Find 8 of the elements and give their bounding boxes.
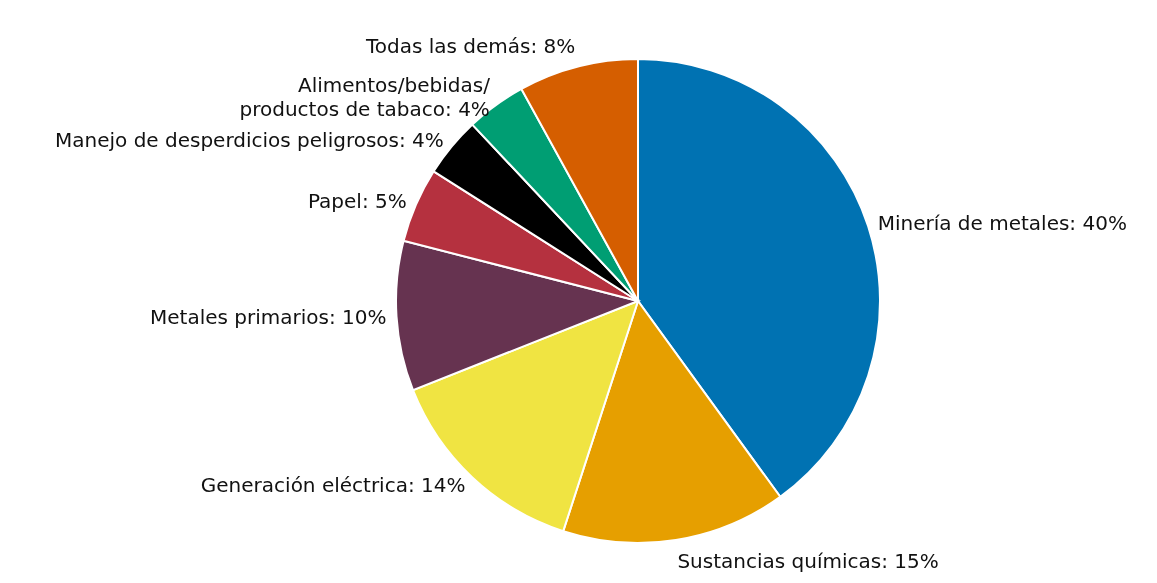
slice-label: Papel: 5% [307, 188, 407, 213]
slice-label: Sustancias químicas: 15% [677, 548, 939, 573]
slice-label: Metales primarios: 10% [150, 304, 387, 329]
slice-label: Minería de metales: 40% [877, 211, 1127, 236]
slice-label: Todas las demás: 8% [364, 33, 576, 58]
slice-label: Generación eléctrica: 14% [200, 472, 466, 497]
slice-label: Alimentos/bebidas/ productos de tabaco: 4% [239, 73, 491, 122]
slice-label: Manejo de desperdicios peligrosos: 4% [54, 128, 444, 153]
